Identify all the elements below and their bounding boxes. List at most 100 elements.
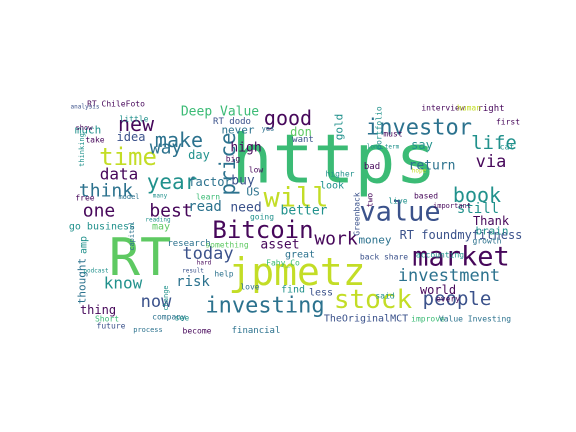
cloud-word: better [281,204,328,219]
cloud-word: work [314,229,358,250]
cloud-word: reading [145,217,171,224]
cloud-word: find [281,285,305,296]
cloud-word: value [359,197,440,228]
cloud-word: portfolio [375,106,384,150]
cloud-word: Fahy_Co [266,259,300,268]
cloud-word: time [99,143,157,171]
cloud-word: Bitcoin [212,216,313,244]
cloud-word: RT [109,228,172,288]
cloud-word: every [436,295,460,304]
cloud-word: see [175,314,190,323]
cloud-word: live [388,197,407,206]
cloud-word: life [471,132,517,154]
cloud-word: yes [262,125,275,133]
cloud-word: free [75,194,94,203]
cloud-word: still [457,201,499,217]
cloud-word: result [182,268,204,275]
cloud-word: love [240,283,259,292]
cloud-word: Short [95,315,119,324]
cloud-word: future [97,322,126,331]
cloud-word: think [79,181,133,202]
cloud-word: day [188,148,210,162]
cloud-word: Value Investing [439,315,511,324]
cloud-word: money [358,234,391,247]
cloud-word: want [292,135,314,145]
cloud-word: interview [421,104,465,113]
cloud-word: jpmetz [228,250,365,294]
cloud-word: first [496,118,520,127]
cloud-word: read [188,199,222,215]
cloud-word: risk [176,274,210,290]
cloud-word: take [85,136,104,145]
cloud-word: many [153,193,168,200]
cloud-word: good [264,106,312,130]
cloud-word: long term [367,144,400,151]
cloud-word: two [366,193,375,208]
cloud-word: research [167,239,210,249]
cloud-word: RT dodo [213,117,251,127]
cloud-word: people [423,288,492,310]
cloud-word: Greenback [353,192,362,236]
cloud-word: go business [69,222,135,233]
cloud-word: RT foundmyfitness [400,228,523,242]
cloud-word: don [290,125,312,139]
cloud-word: market [412,242,510,273]
cloud-word: will [263,183,328,214]
cloud-word: say [411,138,433,152]
cloud-word: back share [360,253,408,262]
cloud-word: world [420,283,456,297]
cloud-word: big [226,155,241,164]
cloud-word: way [150,138,183,159]
cloud-word: thinking [78,133,86,167]
cloud-word: important [433,202,471,210]
cloud-word: stock [334,285,413,315]
cloud-word: great [285,250,315,261]
cloud-word: investment [398,266,500,286]
cloud-word: show [76,124,94,132]
cloud-word: one [83,201,116,222]
cloud-word: improve [411,315,445,324]
cloud-word: help [214,270,233,279]
cloud-word: Deep Value [181,105,259,120]
cloud-word: year [147,170,198,194]
cloud-word: based [414,192,438,201]
cloud-word: today [182,244,233,264]
cloud-word: best [149,201,192,222]
cloud-word: may [152,222,170,233]
cloud-word: analysis [71,104,100,111]
cloud-word: idea [117,130,146,144]
cloud-word: US [246,186,259,199]
cloud-word: make [155,128,203,152]
cloud-word: podcast [83,268,109,275]
cloud-word: RT ChileFoto [87,100,145,109]
cloud-word: TheOriginalMCT [324,314,408,325]
cloud-word: amp [79,236,90,254]
cloud-word: brain [475,225,508,238]
cloud-word: return [409,159,456,174]
cloud-word: company [152,313,186,322]
cloud-word: financial [232,326,281,336]
cloud-word: thought [76,258,89,304]
cloud-word: price [216,132,240,195]
cloud-word: look [320,181,344,192]
cloud-word: learn [196,193,220,202]
cloud-word: via [476,152,507,172]
cloud-word: low [249,166,264,175]
cloud-word: book [453,183,501,207]
cloud-word: capital [128,221,136,251]
cloud-word: hope [412,168,427,175]
cloud-word: now [141,292,172,312]
cloud-word: never [221,124,254,137]
cloud-word: know [104,274,143,293]
cloud-word: need [230,201,261,216]
cloud-word: human [457,104,481,113]
cloud-word: bad [364,162,380,172]
cloud-word: buy [231,174,255,189]
cloud-word: data [100,165,139,184]
cloud-word: much [75,124,102,137]
cloud-word: gold [333,114,346,141]
cloud-word: right [477,104,504,114]
cloud-word: factor [188,175,231,189]
